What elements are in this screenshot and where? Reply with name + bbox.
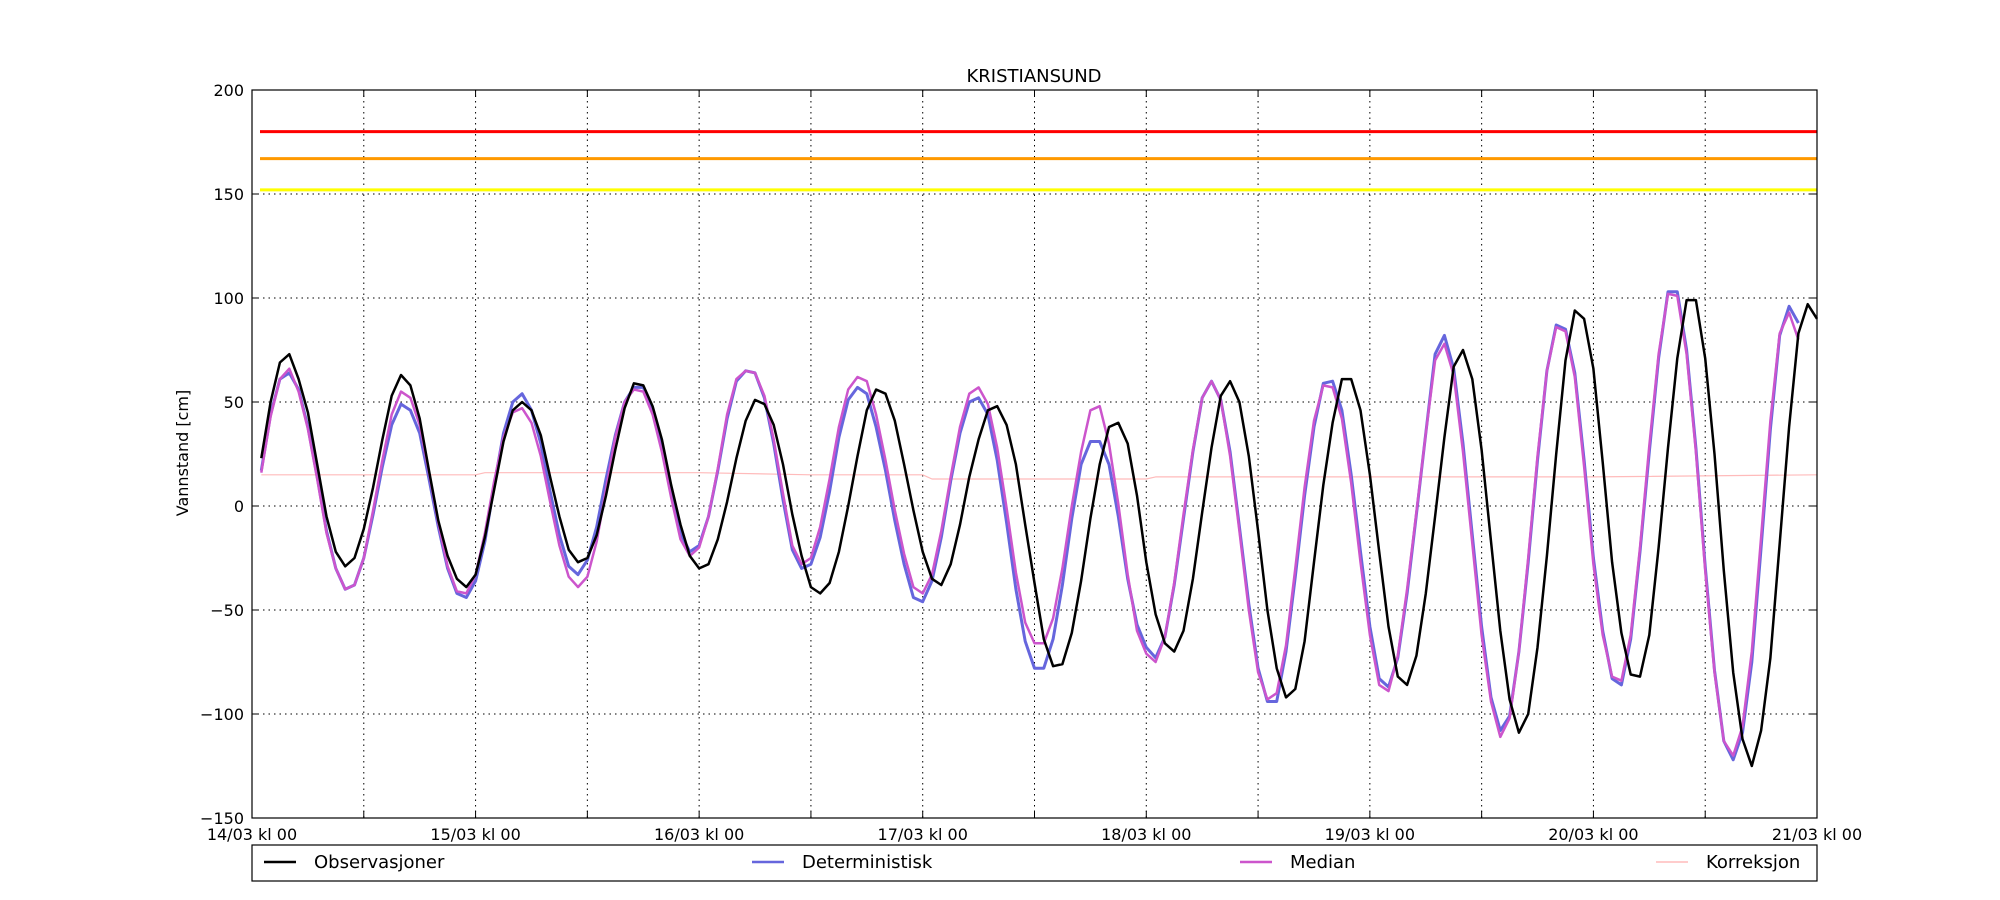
y-tick-label: −50 xyxy=(210,601,244,620)
x-tick-label: 19/03 kl 00 xyxy=(1325,825,1415,844)
legend-label: Observasjoner xyxy=(314,852,445,873)
y-tick-label: −150 xyxy=(200,809,244,828)
axis-ticks: −150 −100 −50 0 50 100 150 200 14/03 kl 00 15/03 … xyxy=(200,81,1862,844)
y-tick-label: 150 xyxy=(213,185,244,204)
legend-label: Deterministisk xyxy=(802,852,933,873)
y-tick-label: 200 xyxy=(213,81,244,100)
threshold-lines xyxy=(260,130,1817,192)
series-lines xyxy=(259,290,1819,768)
y-axis-label: Vannstand [cm] xyxy=(173,390,192,516)
x-tick-label: 21/03 kl 00 xyxy=(1772,825,1862,844)
x-tick-label: 14/03 kl 00 xyxy=(207,825,297,844)
y-tick-label: 100 xyxy=(213,289,244,308)
legend: Observasjoner Deterministisk Median Korreks… xyxy=(251,844,1818,882)
y-tick-label: −100 xyxy=(200,705,244,724)
series-line-deterministisk xyxy=(259,290,1800,762)
legend-label: Median xyxy=(1290,852,1355,873)
x-tick-label: 20/03 kl 00 xyxy=(1548,825,1638,844)
y-tick-label: 0 xyxy=(234,497,244,516)
chart-title: KRISTIANSUND xyxy=(966,66,1101,87)
legend-label: Korreksjon xyxy=(1706,852,1800,873)
x-tick-label: 16/03 kl 00 xyxy=(654,825,744,844)
x-tick-label: 17/03 kl 00 xyxy=(878,825,968,844)
series-line-observasjoner xyxy=(260,298,1819,768)
series-line-median xyxy=(260,292,1800,757)
x-tick-label: 15/03 kl 00 xyxy=(430,825,520,844)
legend-box xyxy=(251,844,1818,882)
y-tick-label: 50 xyxy=(224,393,244,412)
series-line-korreksjon xyxy=(261,472,1818,480)
x-tick-label: 18/03 kl 00 xyxy=(1101,825,1191,844)
